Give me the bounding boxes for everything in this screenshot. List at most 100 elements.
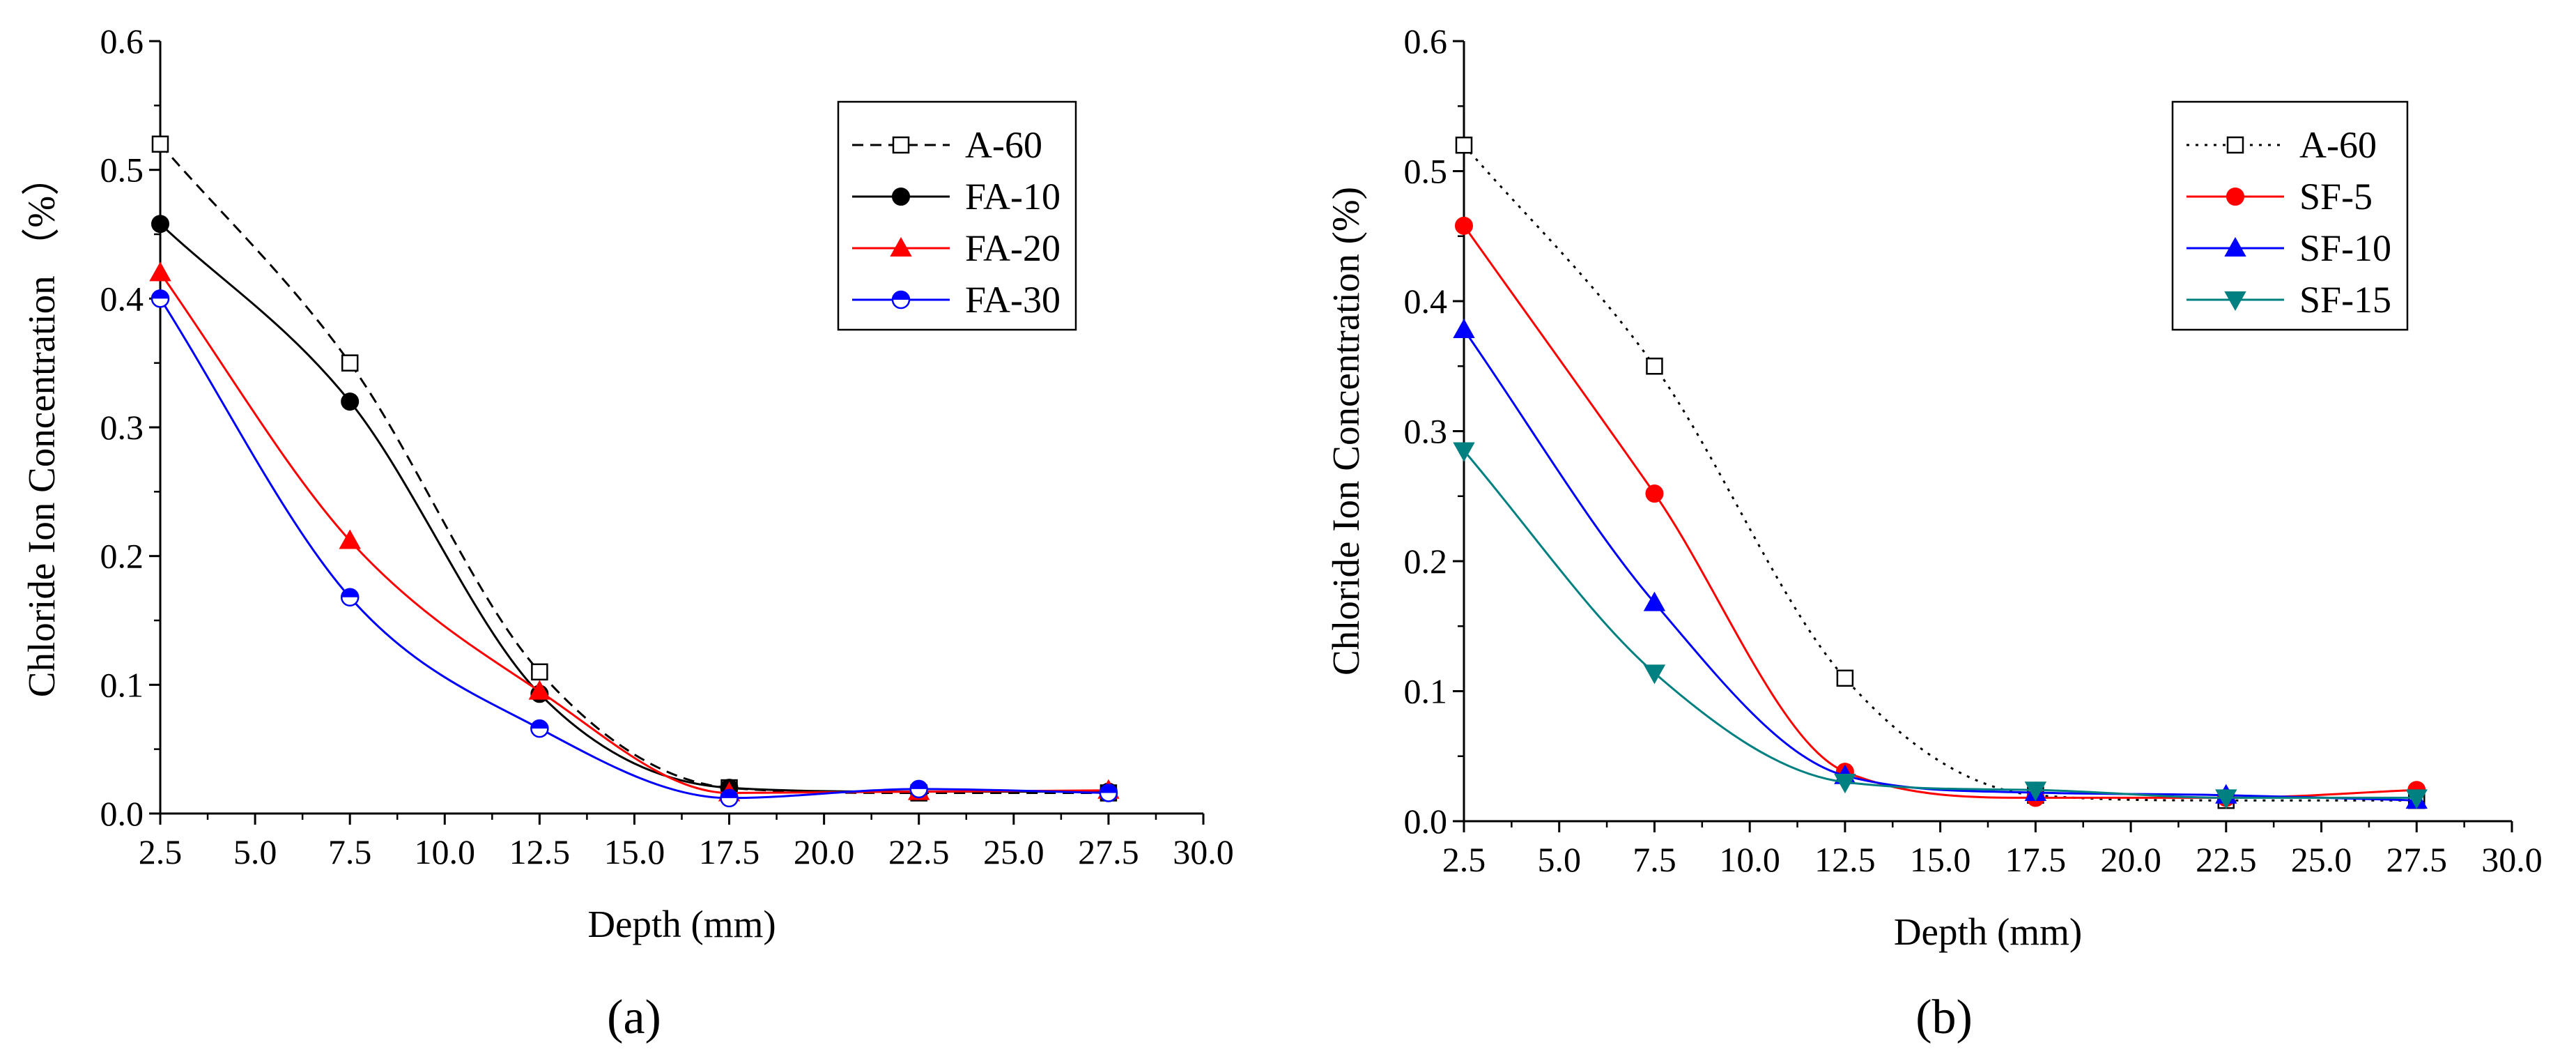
x-tick-label: 10.0 [1719,840,1780,879]
series-sf-15 [1453,442,2428,809]
legend-marker [890,236,912,257]
data-point [2215,789,2237,809]
y-tick-label: 0.2 [100,537,144,576]
chart-panel-0: 2.5 5.0 7.5 10.0 12.5 15.0 17.5 20.0 22.5 25.0 27.… [20,22,1234,1044]
data-point [1455,136,1473,154]
legend-marker [891,290,911,310]
y-tick-label: 0.6 [1404,22,1448,61]
legend-marker [2226,188,2244,206]
legend: A-60 FA-10 FA-20 FA-30 [837,100,1077,331]
data-point [1645,484,1664,503]
data-point [151,215,169,234]
data-point [341,392,360,411]
x-tick-label: 17.5 [699,832,760,871]
data-point [531,663,548,681]
data-point [2405,789,2428,809]
data-point [2024,781,2047,802]
panel-label: (a) [607,991,661,1044]
y-tick-label: 0.4 [100,279,144,318]
data-point [909,779,928,799]
x-tick-label: 22.5 [2196,840,2257,879]
x-axis-title: Depth (mm) [587,903,776,945]
series-sf-10 [1453,318,2428,809]
y-axis-title: Chloride Ion Concentration （%） [20,158,63,697]
legend-marker [2224,291,2246,312]
x-tick-label: 7.5 [1633,840,1676,879]
x-tick-label: 5.0 [233,832,277,871]
chart-panel-1: 2.5 5.0 7.5 10.0 12.5 15.0 17.5 20.0 22.5 25.0 27.… [1325,22,2543,1044]
data-point [1834,774,1856,794]
x-tick-label: 27.5 [1078,832,1139,871]
x-tick-label: 27.5 [2386,840,2448,879]
x-tick-label: 25.0 [2291,840,2352,879]
data-point [1453,318,1475,339]
legend-marker [892,136,910,154]
legend-box [2171,100,2409,331]
y-tick-label: 0.3 [1404,412,1448,451]
legend-box [837,100,1077,331]
panel-label: (b) [1915,991,1973,1044]
data-point [1099,784,1118,802]
series-line [1463,329,2417,802]
x-tick-label: 30.0 [2481,840,2543,879]
x-tick-label: 25.0 [983,832,1044,871]
legend: A-60 SF-5 SF-10 SF-15 [2171,100,2409,331]
data-point [339,529,361,549]
x-tick-label: 12.5 [1814,840,1876,879]
data-point [151,135,169,153]
x-tick-label: 12.5 [509,832,571,871]
y-tick-label: 0.3 [100,408,144,447]
x-tick-label: 2.5 [1442,840,1486,879]
series-line [159,298,1109,800]
y-axis-title: Chloride Ion Concentration (%) [1325,187,1367,675]
legend-marker [2226,136,2244,154]
data-point [1453,442,1475,462]
y-tick-label: 0.1 [100,665,144,704]
x-tick-label: 30.0 [1173,832,1234,871]
legend-label: FA-30 [965,279,1061,321]
x-tick-label: 15.0 [604,832,665,871]
data-point [530,719,549,738]
y-tick-label: 0.4 [1404,282,1448,321]
series-fa-30 [151,289,1118,808]
data-point [1455,216,1473,235]
series-line [1463,450,2417,799]
legend-label: A-60 [965,124,1042,166]
x-tick-label: 7.5 [328,832,372,871]
x-tick-label: 22.5 [888,832,950,871]
x-tick-label: 17.5 [2005,840,2067,879]
x-axis-title: Depth (mm) [1894,910,2082,953]
y-tick-label: 0.0 [1404,802,1448,841]
x-tick-label: 5.0 [1537,840,1581,879]
data-point [341,354,359,372]
data-point [1643,664,1666,685]
data-point [340,588,360,607]
y-tick-label: 0.0 [100,794,144,833]
data-point [720,788,739,808]
data-point [528,680,551,700]
y-tick-label: 0.5 [100,151,144,190]
data-point [1643,591,1666,611]
x-tick-label: 20.0 [794,832,855,871]
legend-label: FA-20 [965,227,1061,269]
data-point [149,261,171,282]
data-point [1646,358,1663,375]
legend-label: FA-10 [965,176,1061,217]
y-tick-label: 0.2 [1404,542,1448,581]
y-tick-label: 0.1 [1404,672,1448,711]
legend-label: SF-10 [2299,227,2391,269]
legend-label: SF-15 [2299,279,2391,321]
legend-marker [2224,236,2246,257]
y-tick-label: 0.5 [1404,152,1448,191]
x-tick-label: 15.0 [1910,840,1971,879]
x-tick-label: 20.0 [2100,840,2161,879]
legend-label: A-60 [2299,124,2377,166]
legend-marker [892,188,910,206]
x-tick-label: 2.5 [139,832,183,871]
x-tick-label: 10.0 [415,832,476,871]
legend-label: SF-5 [2299,176,2373,217]
data-point [151,289,170,308]
y-tick-label: 0.6 [100,22,144,61]
data-point [1836,669,1854,687]
